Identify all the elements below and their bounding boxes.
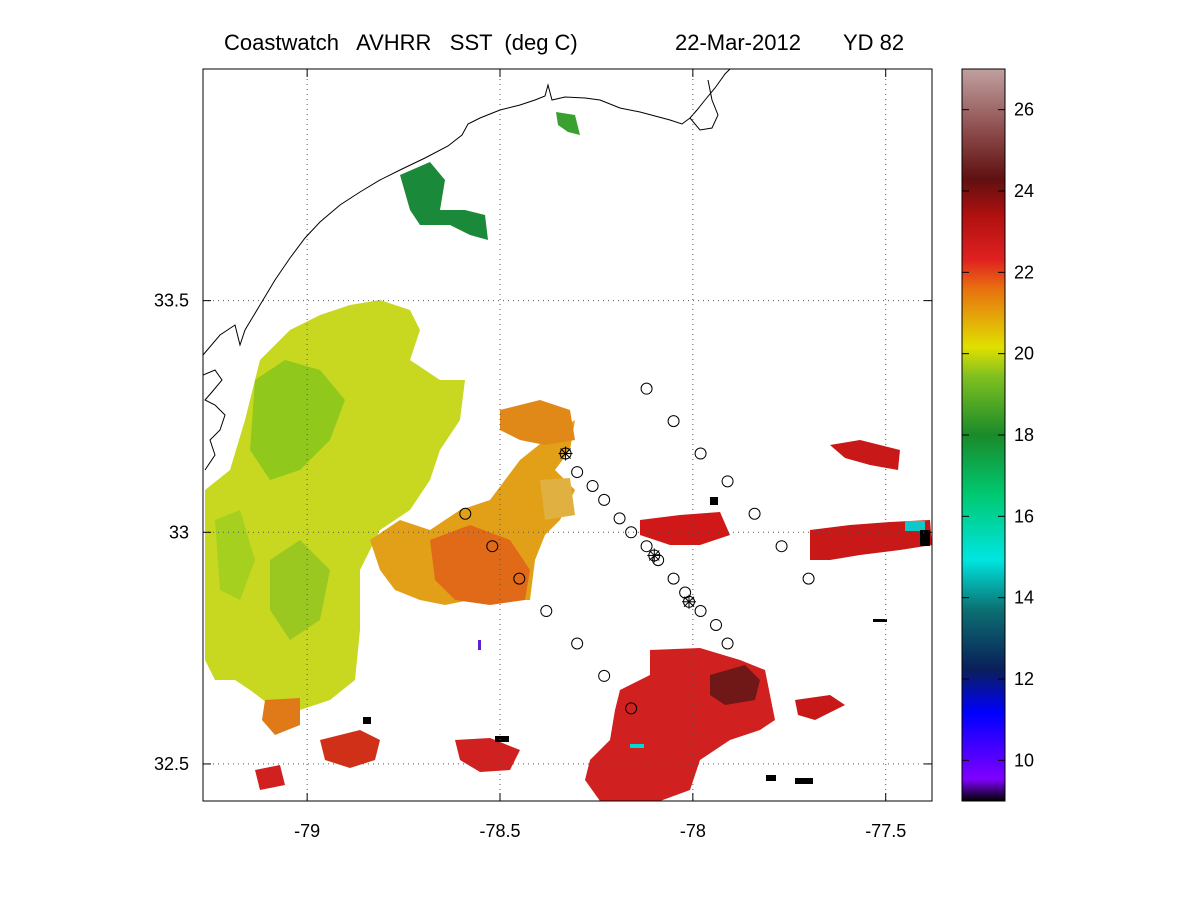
- sst-speck-black-2: [920, 530, 930, 546]
- sst-patch-red-east: [810, 520, 932, 560]
- sst-patch-red-small-3: [795, 695, 845, 720]
- station-circle: [640, 382, 653, 395]
- map-frame: [202, 68, 933, 802]
- sst-patch-orange-deep: [430, 525, 530, 605]
- sst-patch-orange-3: [540, 478, 575, 520]
- sst-patch-orange-sw: [262, 698, 300, 735]
- sst-patch-red-ne: [830, 440, 900, 470]
- sst-patch-dark-green: [400, 162, 488, 240]
- station-circle: [571, 637, 584, 650]
- x-tick-label: -78: [680, 821, 706, 841]
- y-tick-label: 33.5: [154, 291, 189, 311]
- figure-title: Coastwatch AVHRR SST (deg C): [224, 30, 578, 55]
- y-tick-label: 32.5: [154, 754, 189, 774]
- sst-speck-black-7: [873, 619, 887, 622]
- sst-patch-red-sw: [320, 730, 380, 768]
- colorbar-tick-label: 18: [1014, 425, 1034, 445]
- station-circle: [640, 540, 653, 553]
- x-tick-label: -77.5: [865, 821, 906, 841]
- axis-ticks: -79 -78.5 -78 -77.5 33.5 33 32.5: [154, 69, 932, 841]
- colorbar-tick-label: 20: [1014, 344, 1034, 364]
- grid-lines: [203, 69, 932, 801]
- station-circle: [459, 507, 472, 520]
- colorbar-tick-label: 12: [1014, 669, 1034, 689]
- sst-patch-green: [250, 360, 345, 480]
- y-tick-label: 33: [169, 522, 189, 542]
- colorbar-tick-label: 14: [1014, 588, 1034, 608]
- station-circle: [710, 618, 722, 631]
- sst-patch-maroon: [710, 665, 760, 705]
- sst-patch-green-yellow: [205, 300, 465, 710]
- station-circle: [721, 637, 734, 650]
- sst-patch-green-2: [215, 510, 255, 600]
- colorbar-tick-label: 26: [1014, 100, 1034, 120]
- sst-speck-cyan-2: [905, 521, 925, 531]
- sst-patch-red-small-1: [455, 738, 520, 772]
- station-circle: [613, 512, 626, 525]
- sst-patch-red-center: [640, 512, 730, 545]
- colorbar-tick-label: 16: [1014, 506, 1034, 526]
- station-circle: [598, 669, 611, 682]
- station-star: [558, 446, 573, 461]
- station-circle: [586, 479, 599, 492]
- sst-speck-purple: [478, 640, 481, 650]
- station-circle: [486, 540, 499, 553]
- sst-speck-black-4: [495, 736, 509, 742]
- station-circle: [625, 702, 638, 715]
- colorbar-tick-label: 10: [1014, 750, 1034, 770]
- sst-patch-orange-2: [500, 400, 575, 445]
- station-star: [682, 594, 696, 609]
- station-markers: [459, 382, 815, 715]
- x-tick-label: -79: [294, 821, 320, 841]
- station-circle: [652, 554, 665, 567]
- colorbar-tick-label: 24: [1014, 181, 1034, 201]
- sst-patch-orange: [370, 420, 575, 605]
- station-star: [647, 548, 662, 563]
- station-circle: [748, 507, 761, 520]
- station-circle: [598, 493, 611, 506]
- station-circle: [625, 526, 638, 539]
- colorbar-ticks: 10 12 14 16 18 20 22 24 26: [962, 100, 1034, 770]
- sst-patch-green-north: [556, 112, 580, 135]
- sst-speck-black-6: [795, 778, 813, 784]
- sst-patch-red-small-2: [255, 765, 285, 790]
- station-circle: [667, 415, 680, 428]
- colorbar: [961, 68, 1006, 802]
- colorbar-tick-label: 22: [1014, 262, 1034, 282]
- station-circle: [721, 475, 734, 488]
- station-circle: [571, 466, 584, 479]
- sst-speck-cyan: [630, 744, 644, 748]
- sst-speck-black-3: [363, 717, 371, 724]
- sst-patch-green-3: [270, 540, 330, 640]
- station-circle: [775, 540, 788, 553]
- station-circle: [513, 572, 526, 585]
- sst-speck-black: [710, 497, 718, 505]
- station-circle: [694, 605, 707, 618]
- sst-raster: [205, 112, 932, 801]
- sst-speck-black-5: [766, 775, 776, 781]
- station-circle: [694, 447, 707, 460]
- date-label: 22-Mar-2012: [675, 30, 801, 55]
- station-circle: [540, 605, 553, 618]
- station-circle: [667, 572, 680, 585]
- station-circle: [802, 572, 815, 585]
- yearday-label: YD 82: [843, 30, 905, 55]
- x-tick-label: -78.5: [479, 821, 520, 841]
